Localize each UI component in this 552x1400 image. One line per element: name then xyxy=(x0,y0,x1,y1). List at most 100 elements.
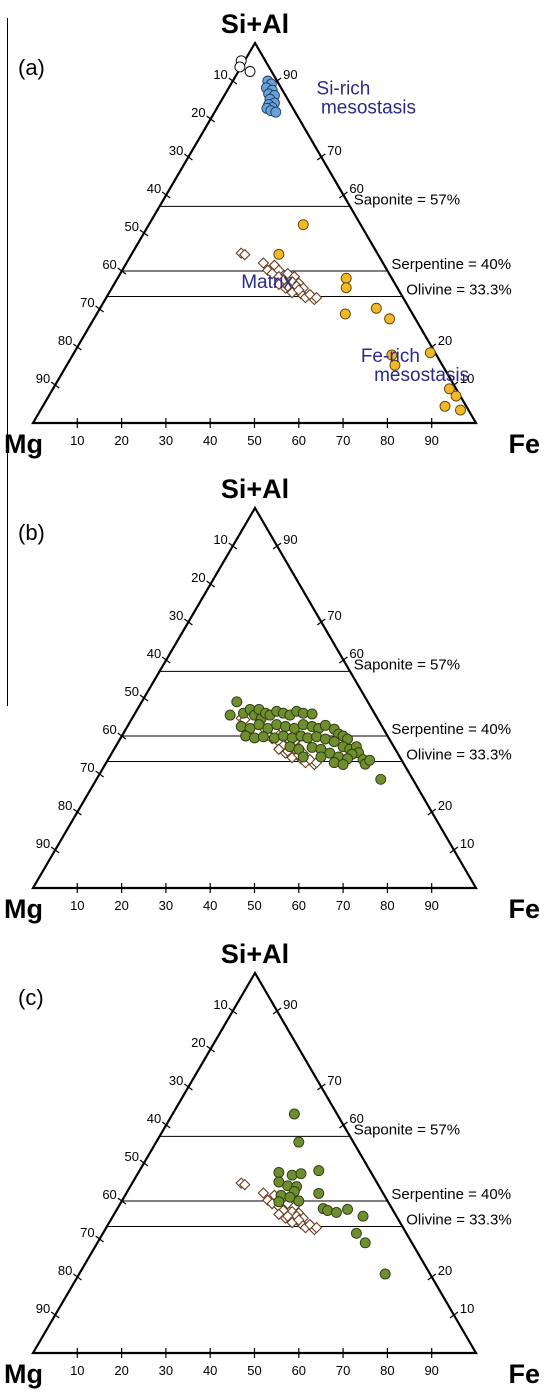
left-axis-tick xyxy=(139,229,149,237)
left-axis-tick-label: 60 xyxy=(102,1187,116,1202)
right-axis-tick xyxy=(449,846,459,854)
left-axis-tick xyxy=(184,1083,193,1091)
data-point-diamond xyxy=(273,1208,285,1221)
left-axis-tick-label: 50 xyxy=(125,1149,139,1164)
vertex-label-top: Si+Al xyxy=(221,939,289,969)
data-point-circle xyxy=(273,1167,285,1178)
right-axis-tick-label: 20 xyxy=(438,1263,452,1278)
data-point-circle xyxy=(313,1187,325,1199)
data-point-circle xyxy=(273,1196,285,1208)
right-axis-tick xyxy=(316,1083,326,1091)
ternary-panel-c: Saponite = 57% Serpentine = 40% Olivine = … xyxy=(4,939,540,1389)
bottom-axis-tick-label: 70 xyxy=(336,898,350,913)
right-axis-tick xyxy=(449,1311,459,1319)
bottom-axis-tick-label: 10 xyxy=(70,433,84,448)
data-point-diamond xyxy=(293,284,305,296)
right-axis-tick-label: 20 xyxy=(438,798,452,813)
bottom-axis-tick-label: 90 xyxy=(424,898,438,913)
bottom-axis-tick-label: 30 xyxy=(159,433,173,448)
data-point-circle xyxy=(288,1108,300,1120)
left-axis-tick-label: 30 xyxy=(169,608,183,623)
reference-line-label: Serpentine = 40% xyxy=(391,1186,511,1203)
right-axis-tick xyxy=(316,153,326,161)
left-axis-tick-label: 80 xyxy=(58,1263,72,1278)
bottom-axis-tick-label: 70 xyxy=(336,1363,350,1378)
left-axis-tick-label: 80 xyxy=(58,333,72,348)
data-point-circle xyxy=(424,347,436,359)
panel-label: (b) xyxy=(18,520,45,545)
left-axis-tick-label: 60 xyxy=(102,257,116,272)
data-point-diamond xyxy=(257,1187,270,1199)
left-axis-tick-label: 80 xyxy=(58,798,72,813)
left-axis-tick-label: 30 xyxy=(169,143,183,158)
left-axis-tick-label: 20 xyxy=(191,105,205,120)
data-point-circle xyxy=(379,1268,391,1280)
left-axis-tick-label: 90 xyxy=(36,1301,50,1316)
bottom-axis-tick-label: 60 xyxy=(292,1363,306,1378)
right-axis-tick-label: 10 xyxy=(460,1301,474,1316)
data-point-circle xyxy=(339,308,351,320)
left-axis-tick-label: 40 xyxy=(147,1111,161,1126)
data-point-circle xyxy=(244,66,256,77)
data-point-circle xyxy=(293,1195,305,1207)
data-point-diamond xyxy=(293,1214,305,1226)
bottom-axis-tick-label: 40 xyxy=(203,433,217,448)
bottom-axis-tick-label: 20 xyxy=(114,433,128,448)
data-point-circle xyxy=(340,272,352,284)
data-point-circle xyxy=(297,719,309,731)
left-axis-tick-label: 30 xyxy=(169,1073,183,1088)
reference-line-label: Saponite = 57% xyxy=(354,1121,460,1138)
right-axis-tick-label: 20 xyxy=(438,333,452,348)
bottom-axis-tick-label: 40 xyxy=(203,1363,217,1378)
vertex-label-left: Mg xyxy=(4,894,43,924)
data-point-circle xyxy=(271,719,283,731)
reference-line-label: Serpentine = 40% xyxy=(391,721,511,738)
vertex-label-left: Mg xyxy=(4,1359,43,1389)
data-point-diamond xyxy=(310,291,323,304)
left-axis-tick xyxy=(206,115,215,123)
data-point-circle xyxy=(342,1203,353,1215)
left-axis-tick-label: 50 xyxy=(125,219,139,234)
data-point-diamond xyxy=(238,1178,251,1191)
data-point-circle xyxy=(389,359,401,371)
left-axis-tick-label: 90 xyxy=(36,371,50,386)
data-point-diamond xyxy=(238,248,251,261)
ternary-panel-b: Saponite = 57% Serpentine = 40% Olivine = … xyxy=(4,474,540,924)
left-axis-tick-label: 10 xyxy=(213,532,227,547)
bottom-axis-tick-label: 60 xyxy=(292,433,306,448)
vertex-label-right: Fe xyxy=(508,894,540,924)
annotation-label: Si-rich xyxy=(317,78,371,99)
left-axis-tick-label: 70 xyxy=(80,760,94,775)
data-point-circle xyxy=(224,709,236,721)
bottom-axis-tick-label: 30 xyxy=(159,898,173,913)
data-point-circle xyxy=(350,1227,362,1239)
data-point-circle xyxy=(297,219,309,231)
left-axis-tick-label: 60 xyxy=(102,722,116,737)
left-axis-tick xyxy=(228,542,238,550)
reference-line-label: Saponite = 57% xyxy=(354,656,460,673)
right-axis-tick-label: 90 xyxy=(283,997,297,1012)
left-axis-tick xyxy=(73,808,82,816)
bottom-axis-tick-label: 20 xyxy=(114,898,128,913)
bottom-axis-tick-label: 70 xyxy=(336,433,350,448)
left-axis-tick xyxy=(139,1159,149,1167)
left-axis-tick-label: 20 xyxy=(191,1035,205,1050)
vertex-label-left: Mg xyxy=(4,429,43,459)
left-axis-tick-label: 10 xyxy=(213,997,227,1012)
right-axis-tick-label: 10 xyxy=(460,836,474,851)
left-axis-tick xyxy=(161,656,171,664)
bottom-axis-tick-label: 60 xyxy=(292,898,306,913)
data-point-circle xyxy=(455,404,466,416)
bottom-axis-tick-label: 50 xyxy=(247,898,261,913)
left-axis-tick xyxy=(184,618,193,626)
panel-divider-line xyxy=(7,18,8,706)
left-axis-tick xyxy=(206,1045,215,1053)
data-point-diamond xyxy=(310,1221,323,1234)
left-axis-tick xyxy=(184,153,193,161)
right-axis-tick xyxy=(339,656,348,664)
data-point-circle xyxy=(370,302,382,314)
right-axis-tick-label: 60 xyxy=(349,1111,363,1126)
right-axis-tick-label: 60 xyxy=(349,646,363,661)
data-point-circle xyxy=(293,1136,305,1148)
vertex-label-top: Si+Al xyxy=(221,474,289,504)
